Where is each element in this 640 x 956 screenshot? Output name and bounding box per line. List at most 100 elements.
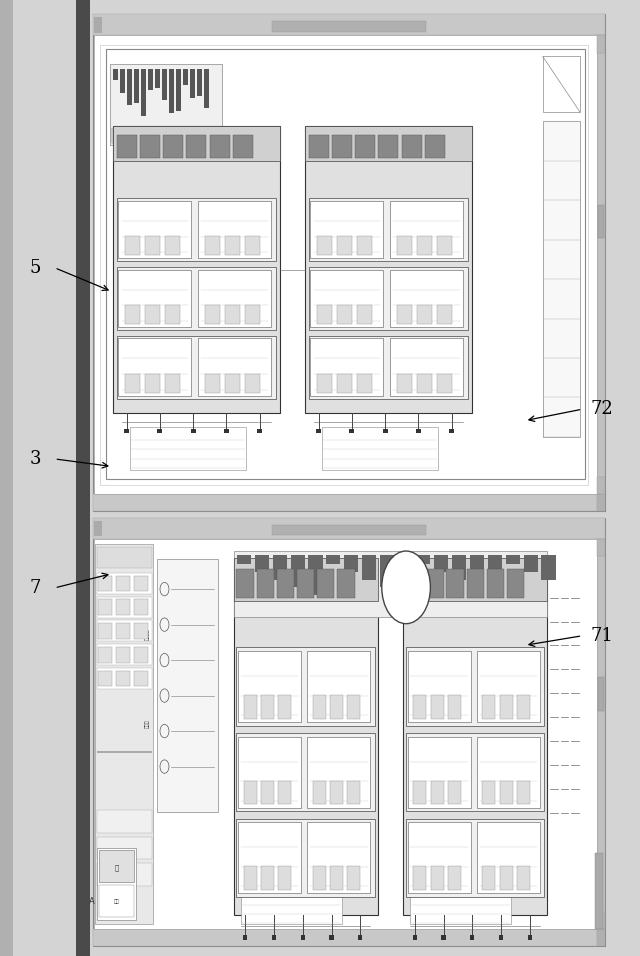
Bar (337, 569, 355, 598)
Bar (406, 569, 424, 598)
Bar (124, 429, 129, 433)
Bar (597, 494, 605, 511)
Bar (148, 69, 153, 90)
Bar (310, 338, 383, 396)
Bar (99, 851, 134, 881)
Bar (326, 554, 340, 564)
Bar (113, 69, 118, 80)
Bar (93, 14, 605, 511)
Bar (448, 866, 461, 890)
Bar (317, 374, 332, 393)
Bar (278, 781, 291, 804)
Bar (237, 647, 375, 726)
Bar (169, 69, 174, 113)
Bar (94, 521, 102, 536)
Bar (357, 374, 372, 393)
Bar (436, 236, 452, 255)
Bar (278, 695, 291, 719)
Bar (597, 929, 605, 946)
Bar (95, 544, 153, 924)
Bar (257, 569, 274, 598)
Bar (477, 737, 540, 808)
Bar (301, 935, 305, 940)
Bar (76, 0, 90, 956)
Bar (416, 554, 430, 564)
Bar (308, 336, 468, 399)
Bar (244, 374, 260, 393)
Bar (308, 198, 468, 261)
Bar (436, 374, 452, 393)
Bar (118, 201, 191, 258)
Bar (237, 554, 251, 564)
Bar (110, 64, 222, 145)
Bar (261, 695, 274, 719)
Bar (541, 554, 556, 579)
Bar (116, 623, 130, 639)
Bar (116, 671, 130, 686)
Bar (134, 671, 148, 686)
Bar (198, 338, 271, 396)
Text: 72: 72 (590, 401, 613, 418)
Bar (165, 374, 180, 393)
Bar (417, 305, 432, 324)
Bar (97, 644, 152, 665)
Bar (225, 305, 240, 324)
Bar (134, 69, 139, 103)
Bar (307, 651, 371, 723)
Bar (197, 69, 202, 96)
Bar (410, 891, 511, 924)
Bar (543, 121, 580, 437)
Bar (97, 597, 152, 618)
Bar (233, 135, 253, 158)
Bar (93, 494, 597, 511)
Bar (397, 305, 412, 324)
Bar (225, 236, 240, 255)
Bar (517, 695, 530, 719)
Bar (244, 236, 260, 255)
Bar (313, 781, 326, 804)
Bar (145, 236, 160, 255)
Bar (477, 651, 540, 723)
Bar (118, 270, 191, 327)
Bar (390, 338, 463, 396)
Bar (237, 733, 375, 812)
Bar (426, 569, 444, 598)
Bar (244, 305, 260, 324)
Bar (204, 69, 209, 108)
Bar (134, 599, 148, 615)
Bar (317, 569, 334, 598)
Bar (243, 935, 247, 940)
Bar (176, 69, 181, 111)
Bar (272, 935, 276, 940)
Bar (98, 671, 112, 686)
Bar (98, 599, 112, 615)
Bar (330, 695, 343, 719)
Bar (163, 135, 183, 158)
Bar (506, 554, 520, 564)
Bar (313, 866, 326, 890)
Bar (344, 554, 358, 572)
Bar (140, 135, 160, 158)
Bar (100, 45, 588, 485)
Bar (116, 135, 136, 158)
Bar (272, 21, 426, 32)
Bar (120, 69, 125, 93)
Circle shape (382, 551, 431, 623)
Bar (237, 818, 375, 897)
Bar (449, 429, 454, 433)
Bar (205, 374, 220, 393)
Bar (488, 554, 502, 595)
Bar (134, 647, 148, 663)
Bar (317, 305, 332, 324)
Bar (238, 737, 301, 808)
Bar (210, 135, 230, 158)
Bar (595, 853, 603, 929)
Bar (165, 305, 180, 324)
Bar (406, 647, 544, 726)
Bar (378, 135, 399, 158)
Bar (358, 935, 362, 940)
Bar (305, 126, 472, 161)
Text: 3: 3 (29, 450, 41, 467)
Bar (383, 429, 388, 433)
Bar (499, 935, 503, 940)
